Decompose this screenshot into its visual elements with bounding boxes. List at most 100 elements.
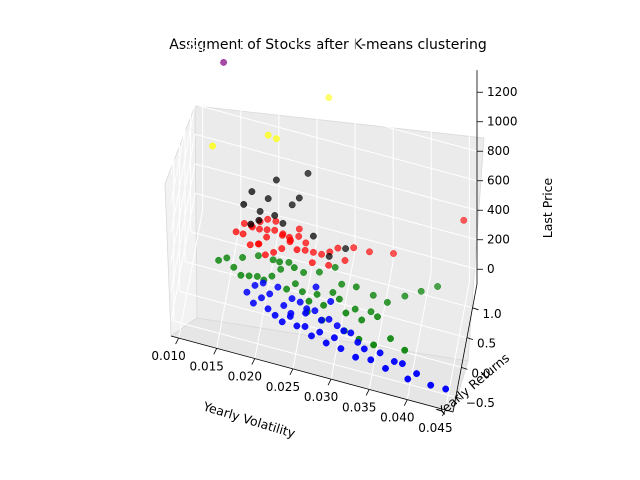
data-point (382, 364, 389, 372)
data-point (390, 358, 398, 365)
data-point (295, 194, 303, 202)
data-point (360, 345, 368, 353)
data-point (256, 207, 264, 215)
data-point (374, 313, 381, 321)
data-point (301, 246, 309, 254)
data-point (291, 280, 299, 288)
data-point (401, 292, 409, 300)
x-tick (175, 337, 179, 345)
x-tick-label: 0.020 (228, 370, 262, 384)
data-point (247, 220, 255, 228)
data-point (398, 360, 406, 368)
data-point (317, 316, 325, 324)
data-point (261, 251, 269, 259)
data-point (352, 353, 360, 361)
data-point (334, 244, 342, 252)
z-tick-label: 0 (487, 262, 495, 276)
data-point (369, 291, 377, 299)
x-tick (365, 389, 370, 396)
data-point (358, 316, 366, 324)
data-point (288, 295, 296, 303)
data-point (350, 244, 358, 252)
x-tick (289, 368, 294, 376)
grid-line (330, 251, 356, 380)
y-tick (461, 366, 468, 370)
data-point (293, 246, 301, 254)
grid-line (194, 74, 478, 152)
y-tick-label: −0.5 (466, 396, 495, 410)
data-point (271, 311, 279, 319)
data-point (293, 322, 301, 330)
data-point (272, 135, 280, 143)
data-point (304, 169, 312, 177)
y-tick (455, 396, 462, 400)
x-tick-label: 0.025 (266, 380, 300, 394)
data-point (288, 201, 296, 209)
grid-line (444, 281, 470, 411)
data-point (318, 250, 326, 258)
data-point (283, 285, 291, 293)
data-point (240, 200, 248, 208)
grid-lines (170, 0, 478, 411)
data-point (301, 323, 309, 330)
data-point (268, 272, 276, 280)
data-point (309, 248, 317, 256)
data-point (223, 254, 231, 262)
data-point (246, 241, 254, 249)
data-point (337, 345, 345, 353)
data-point (270, 248, 278, 256)
data-point (240, 220, 248, 227)
x-tick-labels: 0.010 0.015 0.020 0.025 0.030 0.035 0.040 0.045 (151, 337, 453, 435)
data-point (308, 332, 315, 340)
data-point (290, 264, 298, 272)
data-point (276, 258, 284, 266)
data-point (404, 375, 412, 383)
data-point (256, 225, 263, 233)
data-point (390, 250, 397, 257)
data-point (274, 283, 282, 291)
data-point (272, 217, 280, 225)
data-point (383, 298, 391, 306)
y-tick-label: 0.0 (471, 366, 490, 380)
data-point (296, 298, 304, 306)
data-point (258, 294, 265, 302)
data-point (263, 233, 271, 241)
data-point (367, 356, 375, 364)
data-point (354, 338, 362, 346)
z-tick-label: 400 (487, 203, 510, 217)
data-point (340, 327, 348, 335)
data-point (239, 254, 247, 261)
data-point (278, 245, 286, 253)
data-point (280, 302, 288, 309)
grid-line (178, 209, 204, 339)
data-point (342, 309, 350, 317)
data-point (413, 370, 421, 378)
z-tick-label: 200 (487, 233, 510, 247)
data-point (327, 298, 335, 305)
data-point (331, 263, 339, 271)
data-point (285, 233, 293, 241)
grid-line (194, 15, 478, 93)
axis-lines (170, 70, 478, 413)
data-point (322, 339, 330, 347)
x-axis-label: Yearly Volatility (201, 398, 298, 441)
z-tick-label: 800 (487, 144, 510, 158)
data-point (312, 283, 320, 291)
data-point (259, 279, 267, 287)
data-point (330, 334, 338, 342)
x-tick-label: 0.010 (151, 349, 185, 363)
data-point (295, 232, 303, 240)
z-tick-label: 600 (487, 174, 510, 188)
data-point (352, 283, 360, 291)
y-axis-line (452, 283, 478, 413)
x-tick (442, 409, 446, 417)
data-point (269, 256, 277, 264)
data-point (239, 230, 247, 238)
grid-line (190, 231, 473, 309)
data-point (308, 259, 316, 267)
data-point (367, 308, 375, 316)
data-point (311, 307, 319, 315)
data-point (320, 301, 328, 309)
data-point (417, 287, 425, 295)
